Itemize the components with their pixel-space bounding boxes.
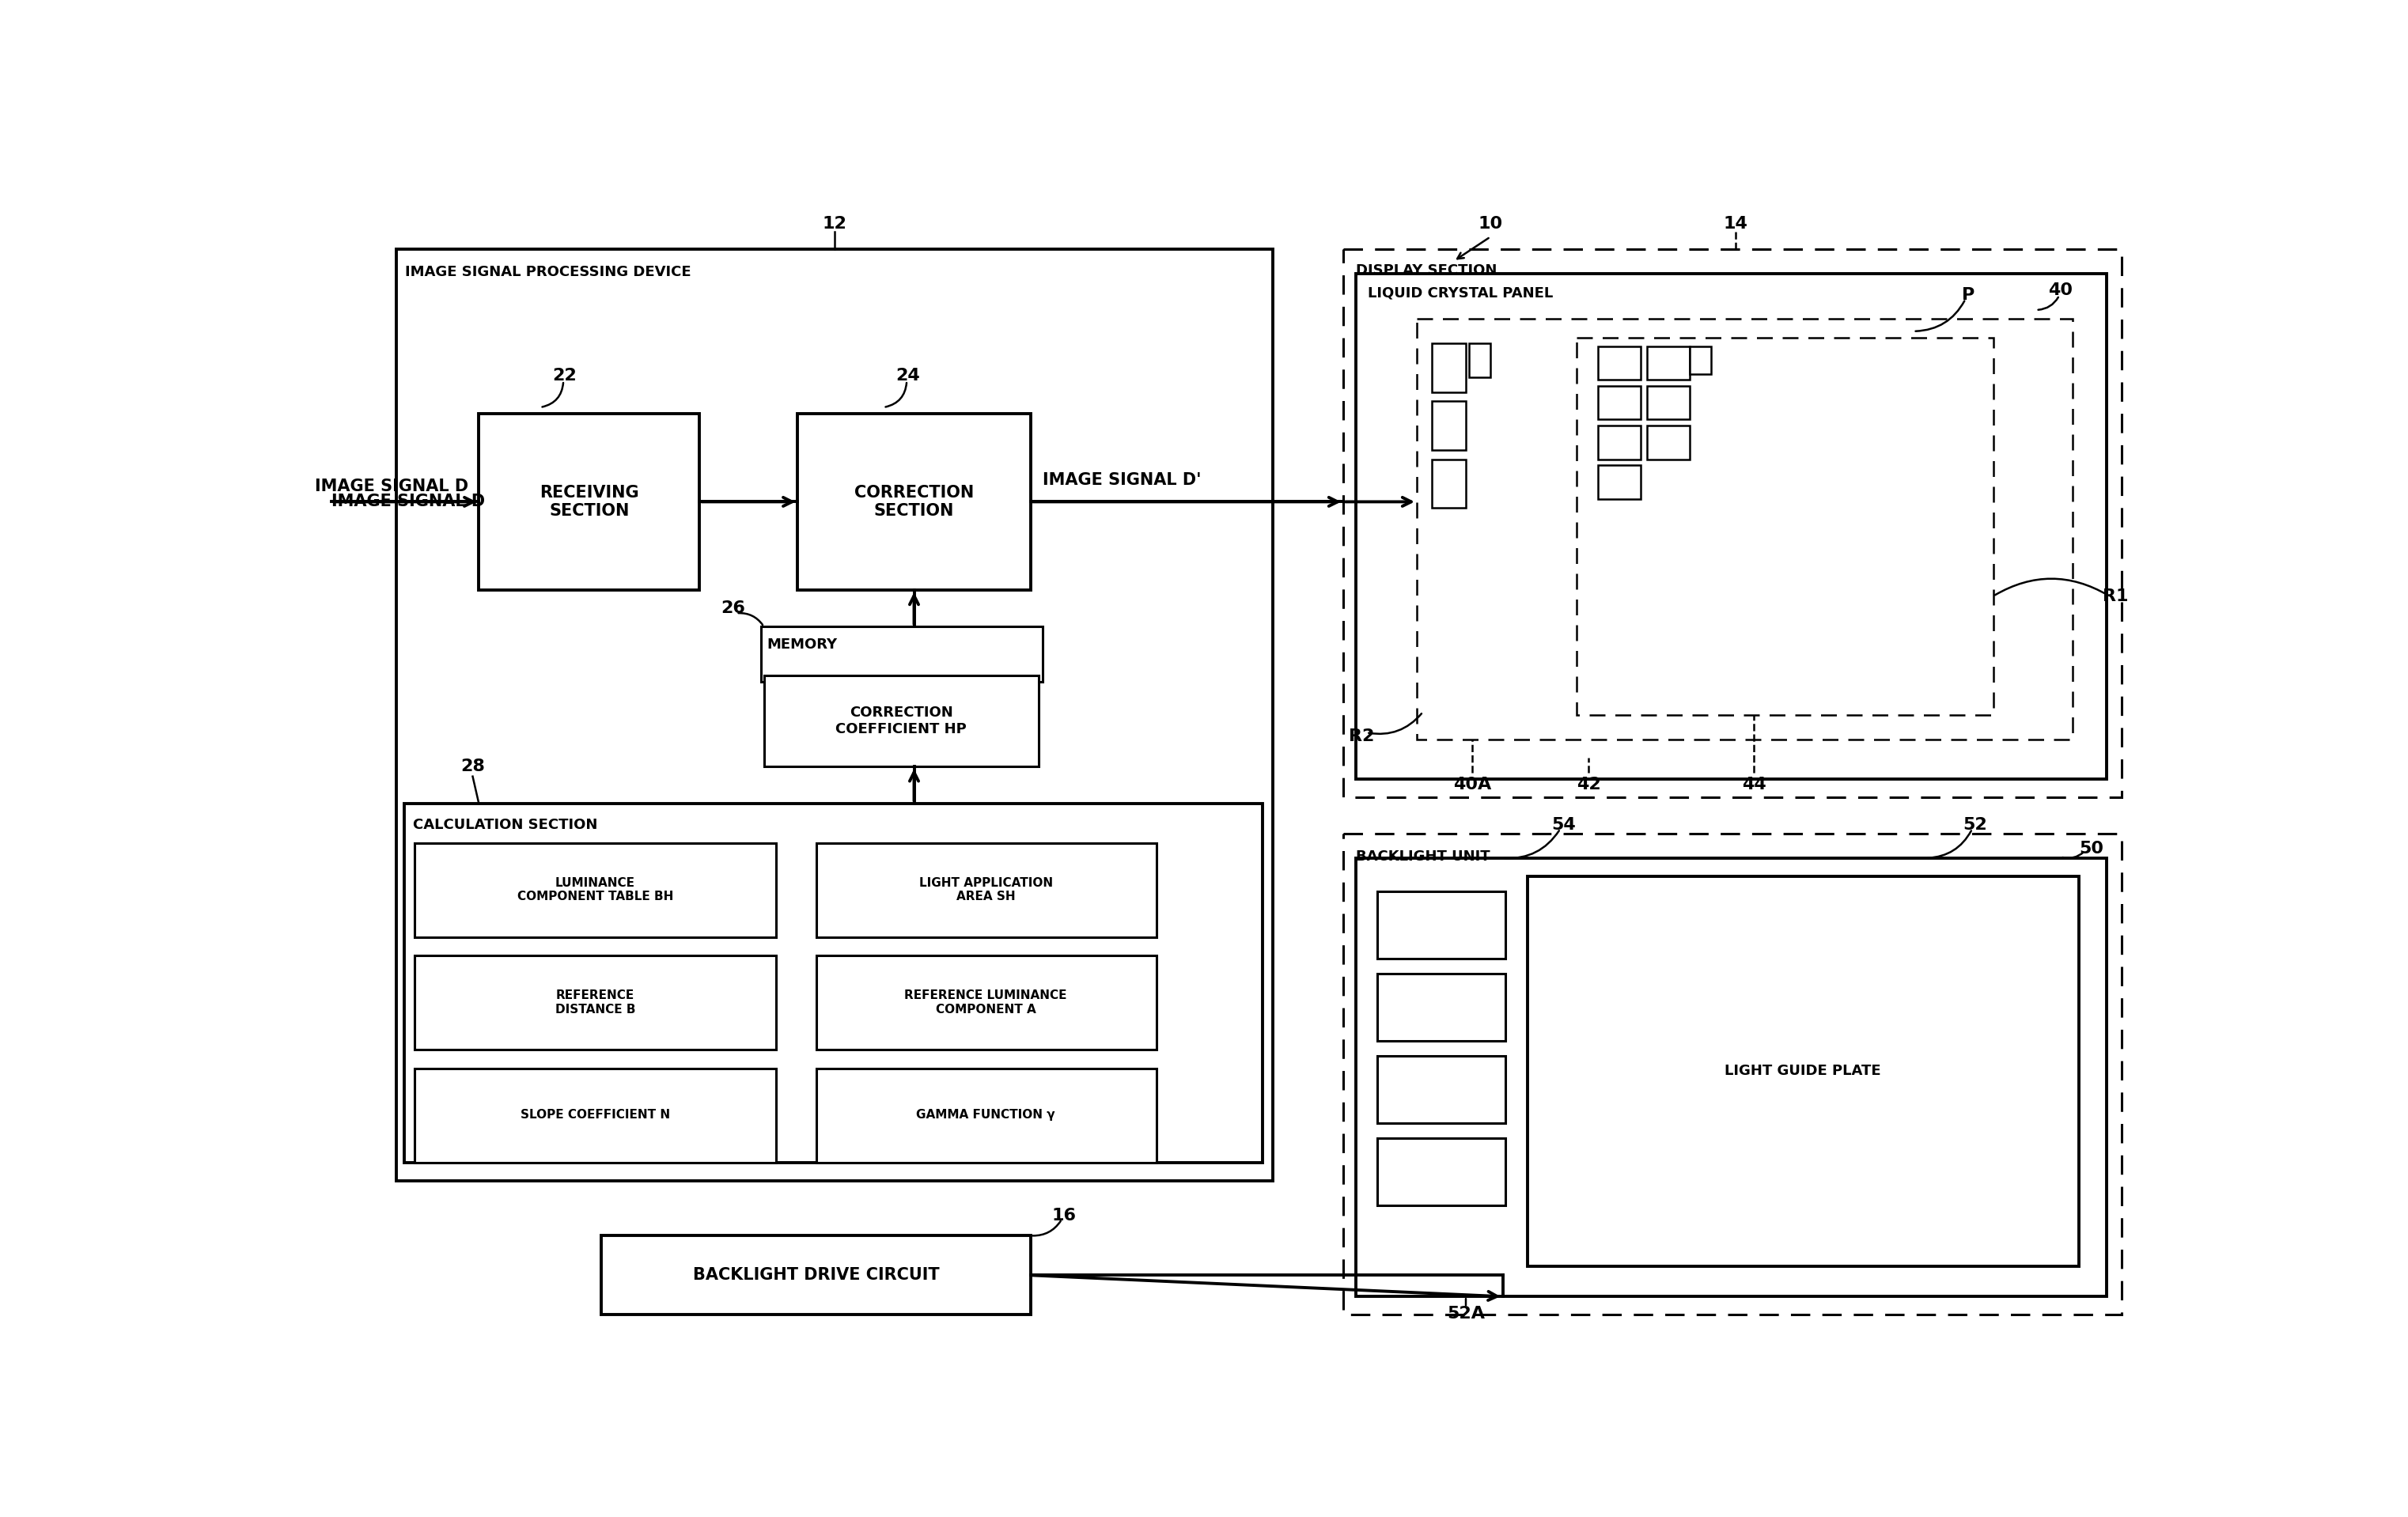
Text: IMAGE SIGNAL D: IMAGE SIGNAL D xyxy=(332,495,486,510)
Bar xyxy=(1597,426,1640,460)
Text: LED: LED xyxy=(1426,1082,1457,1097)
Text: 12: 12 xyxy=(821,215,848,232)
Bar xyxy=(1469,343,1491,376)
Bar xyxy=(1377,1138,1505,1204)
Text: CORRECTION
COEFFICIENT HP: CORRECTION COEFFICIENT HP xyxy=(836,705,966,736)
Bar xyxy=(1377,974,1505,1041)
Text: LIGHT GUIDE PLATE: LIGHT GUIDE PLATE xyxy=(1724,1063,1881,1079)
Bar xyxy=(761,627,1043,681)
Bar xyxy=(1647,346,1690,379)
Text: 40: 40 xyxy=(2049,282,2073,299)
Bar xyxy=(479,414,698,590)
Bar xyxy=(1577,337,1994,715)
Text: 44: 44 xyxy=(1741,777,1765,793)
Bar xyxy=(395,249,1274,1180)
Text: DISPLAY SECTION: DISPLAY SECTION xyxy=(1356,264,1498,278)
Text: BACKLIGHT DRIVE CIRCUIT: BACKLIGHT DRIVE CIRCUIT xyxy=(694,1267,939,1283)
Text: 40A: 40A xyxy=(1452,777,1491,793)
Bar xyxy=(1433,460,1466,508)
Bar xyxy=(1527,877,2078,1267)
Bar xyxy=(1597,346,1640,379)
Bar xyxy=(1344,249,2121,796)
Text: 26: 26 xyxy=(720,601,746,616)
Bar xyxy=(1344,834,2121,1315)
Text: LED: LED xyxy=(1426,918,1457,931)
Bar xyxy=(1377,892,1505,959)
Text: 52: 52 xyxy=(1963,816,1987,833)
Text: LIQUID CRYSTAL PANEL: LIQUID CRYSTAL PANEL xyxy=(1368,285,1553,300)
Bar xyxy=(797,414,1031,590)
Bar xyxy=(1597,385,1640,420)
Bar xyxy=(816,1068,1156,1162)
Text: LED: LED xyxy=(1426,1000,1457,1015)
Text: IMAGE SIGNAL PROCESSING DEVICE: IMAGE SIGNAL PROCESSING DEVICE xyxy=(405,265,691,279)
Bar xyxy=(414,956,775,1050)
Text: R2: R2 xyxy=(1348,728,1375,745)
Bar xyxy=(1356,859,2107,1297)
Text: 52A: 52A xyxy=(1447,1306,1486,1321)
Text: CALCULATION SECTION: CALCULATION SECTION xyxy=(414,818,597,831)
Bar xyxy=(1433,343,1466,393)
Bar xyxy=(763,675,1038,766)
Text: BACKLIGHT UNIT: BACKLIGHT UNIT xyxy=(1356,850,1491,865)
Text: MEMORY: MEMORY xyxy=(766,637,838,652)
Text: IMAGE SIGNAL D: IMAGE SIGNAL D xyxy=(315,479,467,495)
Text: R1: R1 xyxy=(2102,589,2129,604)
Bar xyxy=(405,802,1262,1162)
Text: GAMMA FUNCTION γ: GAMMA FUNCTION γ xyxy=(917,1109,1055,1121)
Bar xyxy=(1356,273,2107,778)
Text: 54: 54 xyxy=(1551,816,1577,833)
Text: 22: 22 xyxy=(551,367,578,384)
Text: LIGHT APPLICATION
AREA SH: LIGHT APPLICATION AREA SH xyxy=(920,877,1052,903)
Text: SLOPE COEFFICIENT N: SLOPE COEFFICIENT N xyxy=(520,1109,669,1121)
Text: 50: 50 xyxy=(2078,840,2105,857)
Bar xyxy=(1597,466,1640,499)
Bar xyxy=(816,843,1156,938)
Text: LED: LED xyxy=(1426,1165,1457,1179)
Bar xyxy=(414,1068,775,1162)
Text: 16: 16 xyxy=(1052,1208,1076,1223)
Text: 28: 28 xyxy=(460,758,484,775)
Bar xyxy=(1647,426,1690,460)
Text: LUMINANCE
COMPONENT TABLE BH: LUMINANCE COMPONENT TABLE BH xyxy=(518,877,674,903)
Bar xyxy=(1416,319,2073,739)
Text: IMAGE SIGNAL D': IMAGE SIGNAL D' xyxy=(1043,473,1202,488)
Text: P: P xyxy=(1963,287,1975,302)
Bar xyxy=(816,956,1156,1050)
Bar xyxy=(1690,346,1712,373)
Text: 24: 24 xyxy=(896,367,920,384)
Bar xyxy=(1647,385,1690,420)
Bar xyxy=(414,843,775,938)
Text: RECEIVING
SECTION: RECEIVING SECTION xyxy=(539,485,638,519)
Bar xyxy=(1433,402,1466,451)
Text: REFERENCE
DISTANCE B: REFERENCE DISTANCE B xyxy=(556,989,636,1015)
Text: 42: 42 xyxy=(1577,777,1601,793)
Text: REFERENCE LUMINANCE
COMPONENT A: REFERENCE LUMINANCE COMPONENT A xyxy=(905,989,1067,1015)
Bar xyxy=(1377,1056,1505,1123)
Bar xyxy=(602,1236,1031,1315)
Text: 14: 14 xyxy=(1724,215,1748,232)
Text: CORRECTION
SECTION: CORRECTION SECTION xyxy=(855,485,973,519)
Text: 10: 10 xyxy=(1479,215,1503,232)
